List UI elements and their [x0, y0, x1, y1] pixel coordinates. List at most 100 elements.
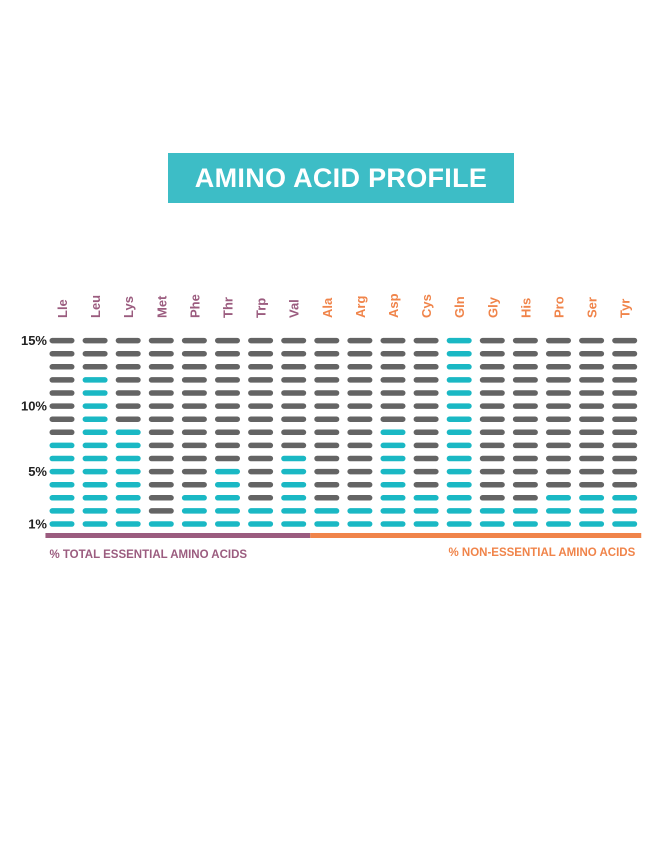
empty-segment [215, 337, 240, 344]
empty-segment [215, 429, 240, 436]
empty-segment [347, 468, 373, 475]
empty-segment [347, 337, 373, 344]
bar-asp [380, 337, 406, 527]
category-label-pro: Pro [552, 296, 567, 318]
filled-segment [215, 521, 240, 527]
empty-segment [314, 364, 340, 370]
empty-segment [612, 350, 638, 357]
empty-segment [612, 390, 638, 396]
category-label-trp: Trp [254, 298, 269, 318]
category-label-leu: Leu [88, 295, 103, 318]
empty-segment [579, 429, 605, 436]
empty-segment [479, 468, 505, 475]
empty-segment [612, 337, 638, 344]
category-label-cys: Cys [419, 294, 434, 318]
empty-segment [612, 442, 638, 449]
empty-segment [314, 350, 340, 357]
empty-segment [281, 429, 307, 436]
empty-segment [281, 403, 307, 409]
empty-segment [380, 390, 406, 396]
empty-segment [347, 495, 373, 501]
empty-segment [579, 468, 605, 475]
empty-segment [479, 429, 505, 436]
filled-segment [347, 508, 373, 514]
bar-ala [314, 337, 340, 527]
filled-segment [82, 429, 108, 436]
empty-segment [612, 403, 638, 409]
empty-segment [215, 442, 240, 449]
filled-segment [181, 495, 207, 501]
filled-segment [446, 364, 472, 370]
filled-segment [82, 508, 108, 514]
category-label-lys: Lys [121, 296, 136, 318]
empty-segment [181, 337, 207, 344]
empty-segment [281, 377, 307, 383]
empty-segment [546, 481, 571, 488]
empty-segment [579, 364, 605, 370]
empty-segment [612, 416, 638, 422]
filled-segment [215, 508, 240, 514]
empty-segment [148, 364, 174, 370]
filled-segment [215, 495, 240, 501]
empty-segment [281, 364, 307, 370]
filled-segment [49, 442, 75, 449]
empty-segment [347, 403, 373, 409]
empty-segment [248, 337, 274, 344]
empty-segment [479, 455, 505, 462]
empty-segment [546, 364, 571, 370]
filled-segment [281, 508, 307, 514]
filled-segment [380, 429, 406, 436]
empty-segment [248, 442, 274, 449]
empty-segment [546, 442, 571, 449]
category-label-phe: Phe [187, 294, 202, 318]
filled-segment [281, 455, 307, 462]
empty-segment [82, 364, 108, 370]
empty-segment [215, 403, 240, 409]
category-label-arg: Arg [353, 296, 368, 318]
empty-segment [248, 455, 274, 462]
empty-segment [579, 481, 605, 488]
empty-segment [49, 429, 75, 436]
empty-segment [347, 442, 373, 449]
filled-segment [115, 455, 141, 462]
empty-segment [512, 442, 538, 449]
empty-segment [281, 442, 307, 449]
filled-segment [413, 508, 439, 514]
empty-segment [546, 416, 571, 422]
filled-segment [579, 508, 605, 514]
filled-segment [380, 442, 406, 449]
empty-segment [546, 403, 571, 409]
filled-segment [446, 495, 472, 501]
empty-segment [181, 455, 207, 462]
empty-segment [148, 390, 174, 396]
filled-segment [148, 521, 174, 527]
empty-segment [512, 481, 538, 488]
essential-group-label: % TOTAL ESSENTIAL AMINO ACIDS [49, 549, 247, 561]
bar-thr [215, 337, 240, 527]
empty-segment [413, 429, 439, 436]
empty-segment [49, 403, 75, 409]
filled-segment [546, 508, 571, 514]
empty-segment [512, 350, 538, 357]
filled-segment [49, 455, 75, 462]
empty-segment [314, 429, 340, 436]
empty-segment [579, 455, 605, 462]
empty-segment [115, 350, 141, 357]
category-labels: Lle Leu Lys Met Phe Thr Trp Val Ala Arg Asp Cys Gln G… [55, 293, 633, 318]
category-label-tyr: Tyr [618, 299, 633, 318]
empty-segment [479, 403, 505, 409]
empty-segment [148, 377, 174, 383]
empty-segment [347, 416, 373, 422]
filled-segment [546, 495, 571, 501]
empty-segment [148, 442, 174, 449]
filled-segment [49, 508, 75, 514]
empty-segment [115, 337, 141, 344]
empty-segment [413, 468, 439, 475]
empty-segment [512, 455, 538, 462]
empty-segment [181, 416, 207, 422]
filled-segment [546, 521, 571, 527]
nonessential-group-bar [310, 533, 642, 538]
filled-segment [380, 455, 406, 462]
filled-segment [446, 521, 472, 527]
bar-gly [479, 337, 505, 527]
